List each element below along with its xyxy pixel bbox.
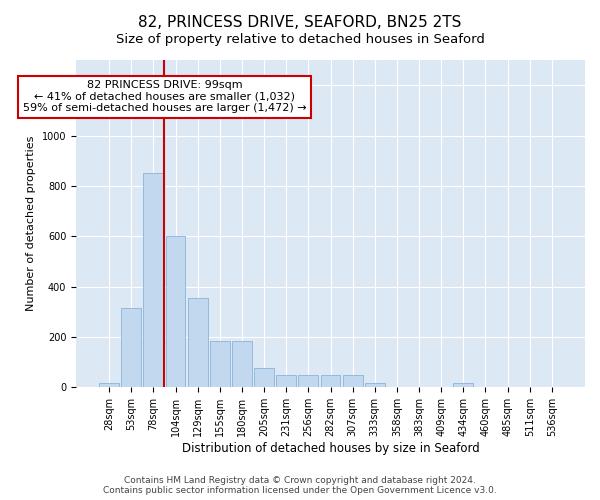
X-axis label: Distribution of detached houses by size in Seaford: Distribution of detached houses by size … xyxy=(182,442,479,455)
Bar xyxy=(254,368,274,388)
Bar xyxy=(232,341,252,388)
Text: Contains HM Land Registry data © Crown copyright and database right 2024.
Contai: Contains HM Land Registry data © Crown c… xyxy=(103,476,497,495)
Bar xyxy=(320,375,340,388)
Bar xyxy=(298,375,319,388)
Bar xyxy=(343,375,362,388)
Bar xyxy=(99,383,119,388)
Bar xyxy=(210,341,230,388)
Bar xyxy=(276,375,296,388)
Text: 82, PRINCESS DRIVE, SEAFORD, BN25 2TS: 82, PRINCESS DRIVE, SEAFORD, BN25 2TS xyxy=(139,15,461,30)
Text: Size of property relative to detached houses in Seaford: Size of property relative to detached ho… xyxy=(116,32,484,46)
Bar xyxy=(365,383,385,388)
Bar xyxy=(188,298,208,388)
Text: 82 PRINCESS DRIVE: 99sqm
← 41% of detached houses are smaller (1,032)
59% of sem: 82 PRINCESS DRIVE: 99sqm ← 41% of detach… xyxy=(23,80,306,114)
Bar xyxy=(454,383,473,388)
Bar xyxy=(166,236,185,388)
Y-axis label: Number of detached properties: Number of detached properties xyxy=(26,136,36,312)
Bar xyxy=(143,174,163,388)
Bar xyxy=(121,308,141,388)
